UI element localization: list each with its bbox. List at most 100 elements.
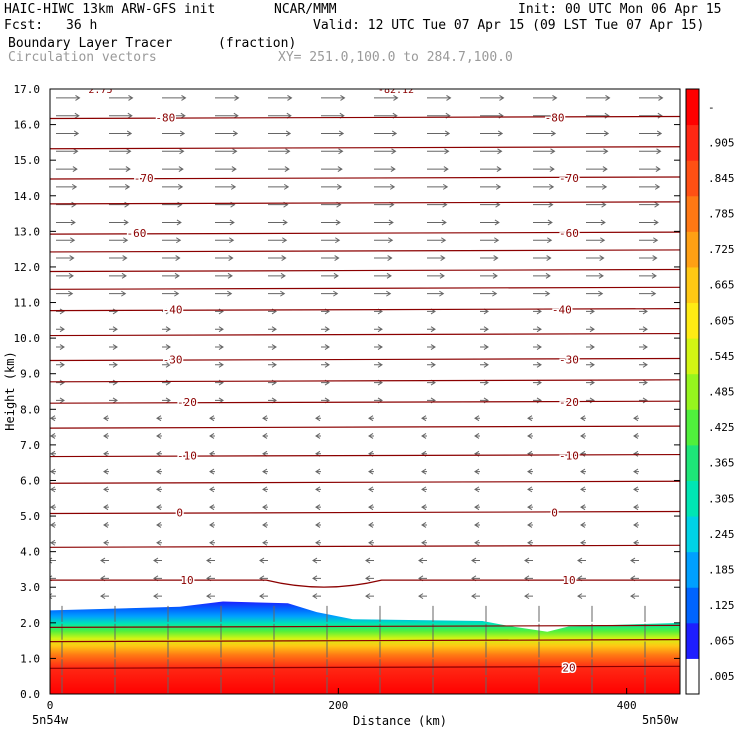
vector-arrow [56, 255, 75, 261]
vector-arrow [633, 504, 639, 511]
vector-arrow [56, 201, 77, 208]
vector-arrow [268, 183, 290, 190]
vector-arrow [162, 361, 171, 368]
vector-arrow [215, 344, 224, 350]
y-tick-label: 17.0 [14, 83, 41, 96]
vector-arrow [103, 522, 109, 528]
vector-arrow [162, 219, 182, 226]
vector-arrow [474, 522, 480, 528]
header-org: NCAR/MMM [274, 2, 337, 17]
header-model: HAIC-HIWC 13km ARW-GFS init [4, 2, 216, 17]
vector-arrow [321, 166, 343, 172]
vector-arrow [215, 130, 239, 137]
vector-arrow [215, 255, 234, 261]
vector-arrow [56, 272, 74, 279]
header-vectors: Circulation vectors [8, 50, 157, 65]
vector-arrow [533, 219, 553, 226]
vector-arrow [109, 112, 133, 119]
vector-arrow [524, 593, 533, 600]
contour-line [50, 201, 680, 205]
vector-arrow [586, 148, 609, 155]
colorbar-swatch [686, 89, 699, 126]
vector-arrow [215, 183, 237, 190]
axes: 0.0 1.0 2.0 3.0 4.0 5.0 6.0 7.0 8.0 9.0 10.0 11.0 12… [14, 83, 680, 727]
vector-arrow [215, 290, 233, 297]
vector-arrow [480, 219, 500, 226]
vector-arrow [56, 379, 65, 386]
vector-arrow [480, 361, 489, 368]
colorbar-swatch [686, 622, 699, 659]
vector-arrow [156, 486, 162, 493]
vector-arrow [374, 94, 399, 101]
vector-arrow [268, 219, 288, 226]
vector-arrow [639, 219, 659, 226]
vector-arrow [215, 326, 224, 333]
vector-arrow [215, 361, 224, 368]
vector-arrow [209, 468, 215, 475]
vector-arrow [480, 290, 498, 297]
vector-arrow [50, 468, 56, 475]
vector-arrow [639, 94, 664, 101]
vector-arrow [103, 450, 109, 457]
vector-arrow [268, 290, 286, 297]
colorbar-swatch [686, 124, 699, 161]
vector-arrow [321, 255, 340, 261]
vector-arrow [586, 183, 608, 190]
vector-arrow [577, 557, 586, 564]
vector-arrow [586, 219, 606, 226]
vector-arrow [109, 272, 127, 279]
vector-arrow [365, 593, 374, 600]
y-tick-label: 8.0 [20, 403, 40, 416]
vector-arrow [586, 94, 611, 101]
vector-arrow [427, 344, 436, 350]
vector-arrow [480, 255, 499, 261]
contour-line [50, 332, 680, 337]
vector-arrow [50, 522, 56, 528]
colorbar-label: .185 [708, 563, 735, 576]
vector-arrow [156, 468, 162, 475]
vector-arrow [586, 308, 595, 315]
contour-label: -30 [163, 353, 183, 366]
colorbar-swatch [686, 302, 699, 339]
colorbar-swatch [686, 373, 699, 410]
contour-line [50, 268, 680, 273]
vector-arrow [321, 361, 330, 368]
vector-arrow [321, 272, 339, 279]
contour-line [50, 176, 680, 180]
vector-arrow [586, 379, 595, 386]
vector-arrow [480, 272, 498, 279]
vector-arrow [368, 468, 374, 475]
contour-line [50, 231, 680, 235]
vector-arrow [56, 94, 81, 101]
vector-arrow [321, 219, 341, 226]
contour-line [50, 115, 680, 120]
vector-arrow [162, 166, 184, 172]
contour-line [50, 579, 680, 588]
vector-arrow [586, 397, 595, 404]
vector-arrow [474, 433, 480, 439]
vector-arrow [109, 379, 118, 386]
vector-arrow [480, 326, 489, 333]
vector-arrow [268, 166, 290, 172]
vector-arrow [312, 593, 321, 600]
y-tick-label: 11.0 [14, 297, 41, 310]
colorbar-label: .665 [708, 279, 735, 292]
vector-arrow [321, 237, 341, 244]
vector-arrow [109, 255, 128, 261]
vector-arrow [374, 183, 396, 190]
vector-arrow [630, 557, 639, 564]
colorbar-label: .245 [708, 528, 735, 541]
vector-arrow [633, 486, 639, 493]
vector-arrow [109, 148, 132, 155]
vector-arrow [209, 433, 215, 439]
vector-arrow [268, 344, 277, 350]
vector-arrow [639, 326, 648, 333]
vector-arrow [427, 130, 451, 137]
y-tick-label: 14.0 [14, 190, 41, 203]
y-tick-label: 6.0 [20, 474, 40, 487]
vector-arrow [577, 593, 586, 600]
vector-arrow [56, 166, 78, 172]
vector-arrow [586, 361, 595, 368]
vector-arrow [56, 237, 76, 244]
vector-arrow [103, 415, 109, 422]
